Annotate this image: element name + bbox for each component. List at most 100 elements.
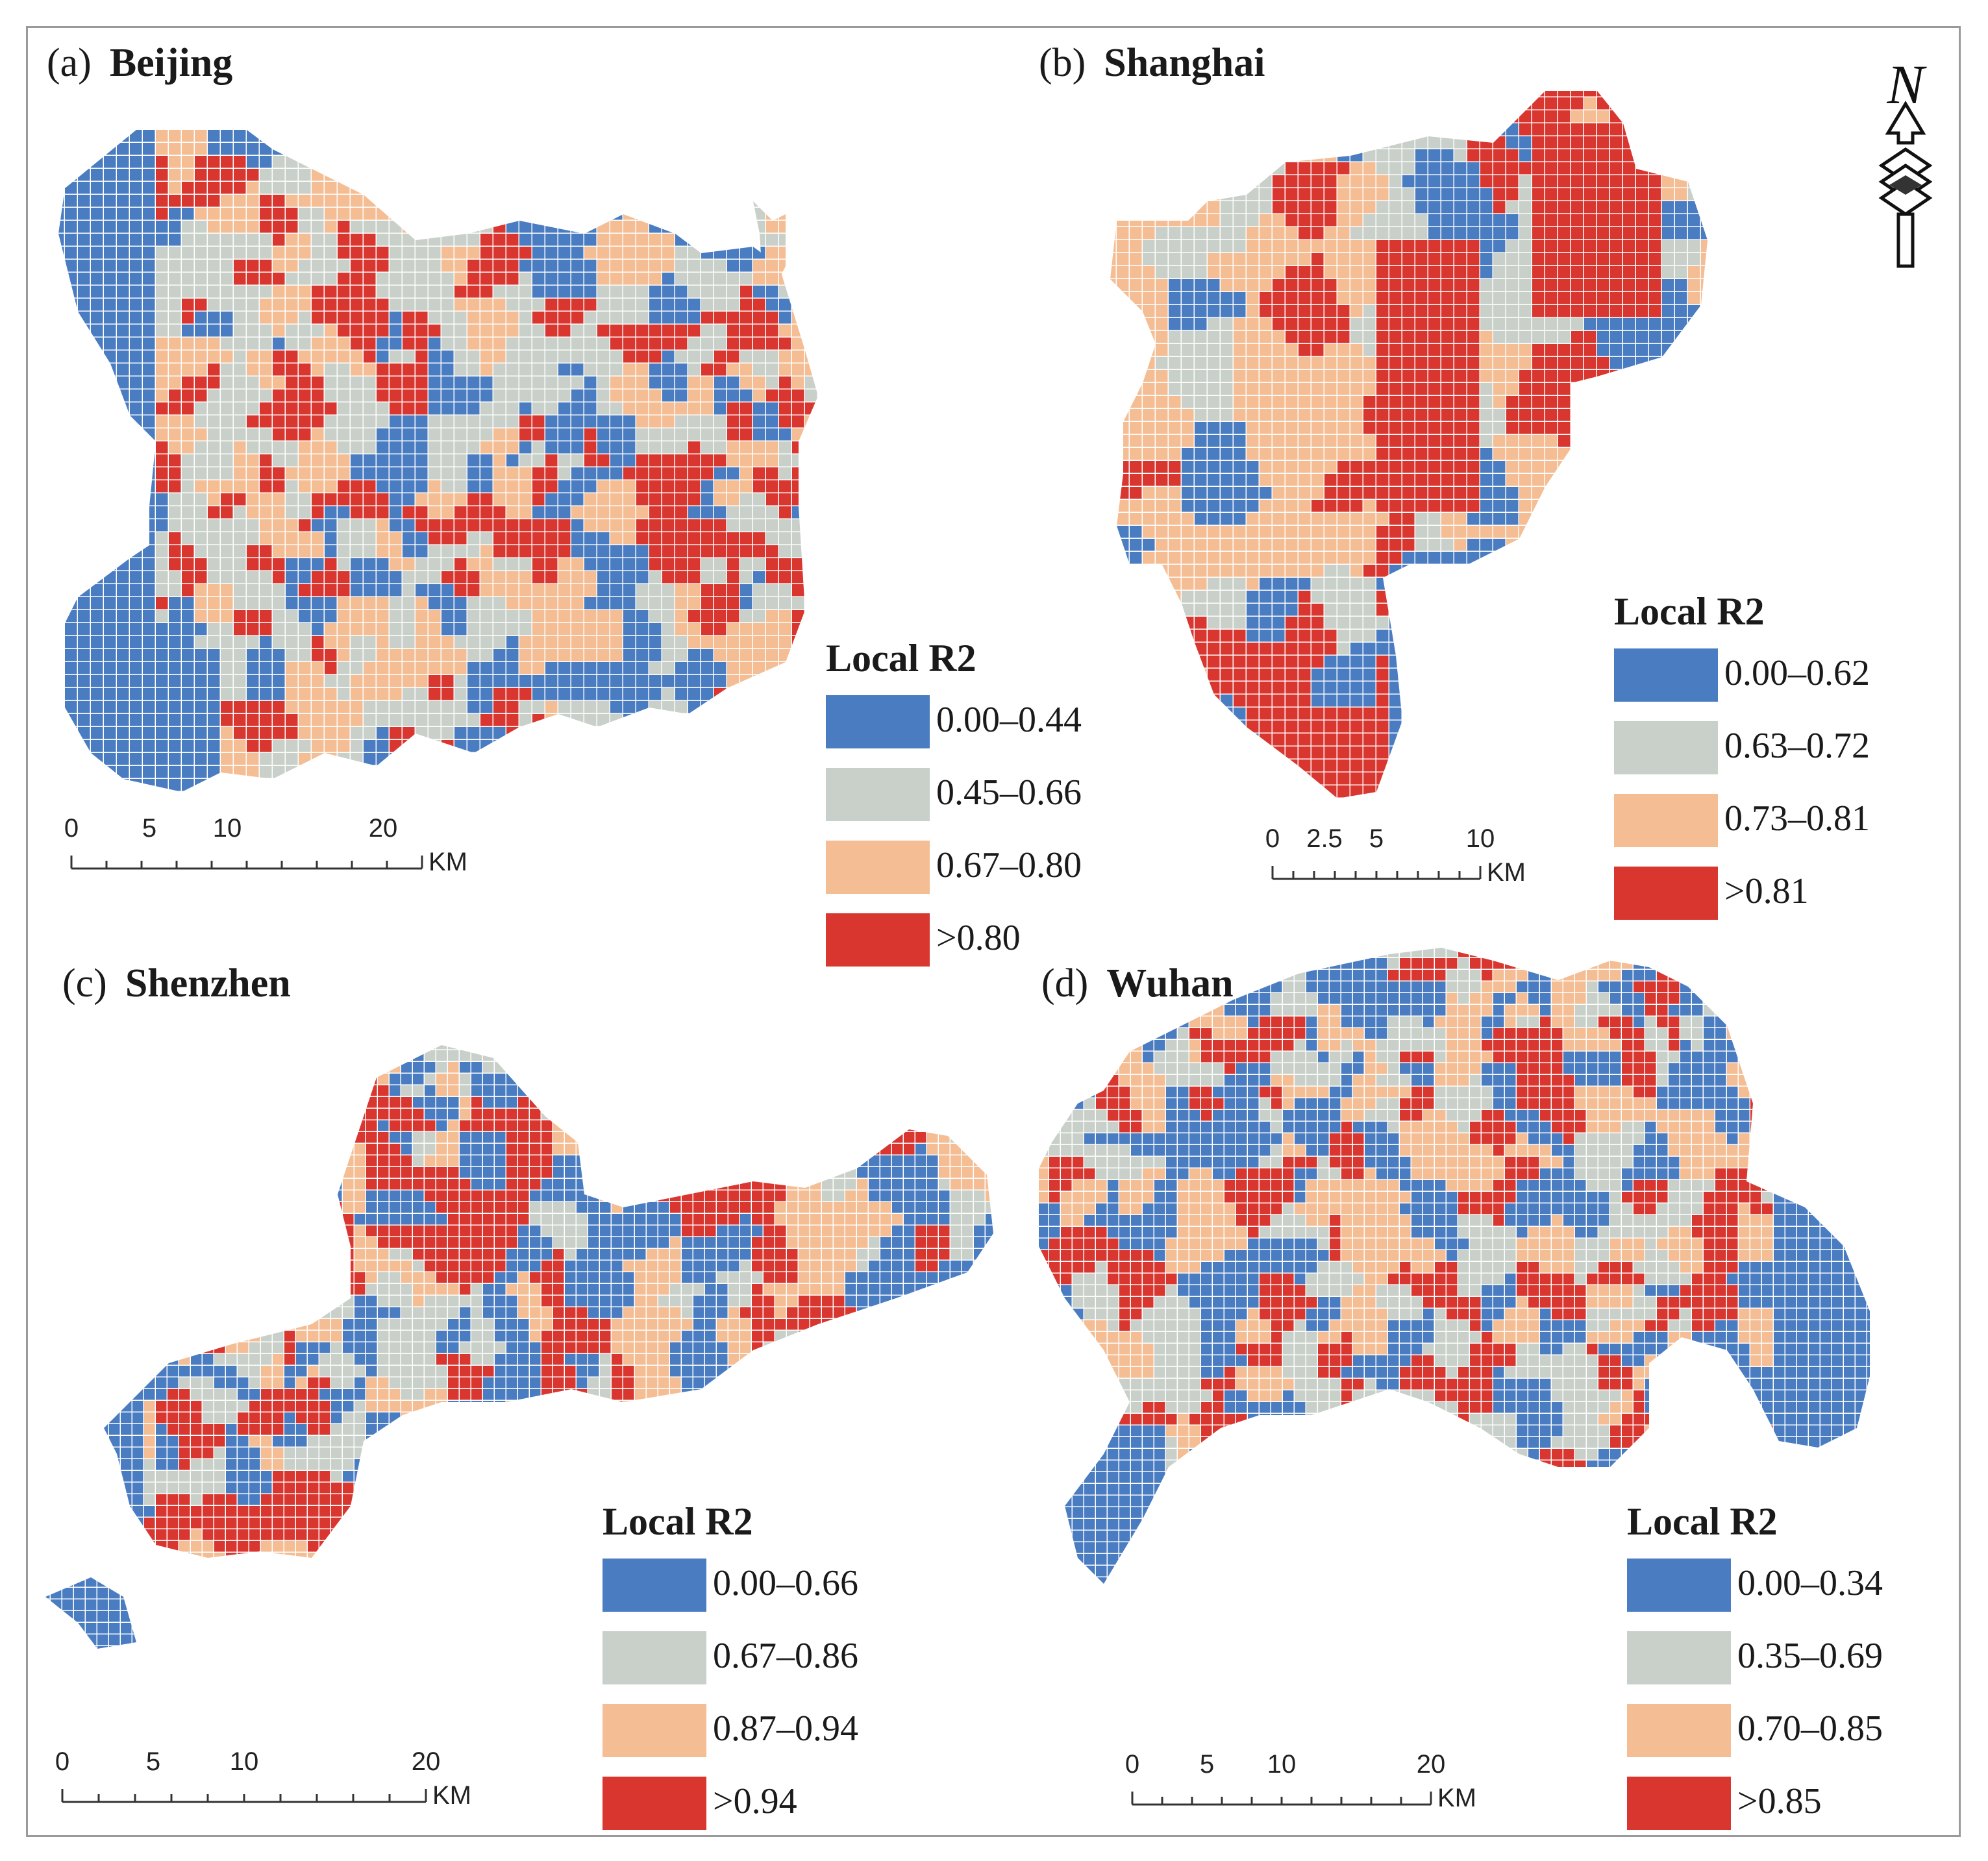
legend-swatch [1614,794,1718,847]
legend-item: 0.00–0.34 [1627,1559,1883,1631]
legend-swatch [1627,1704,1731,1757]
legend-item: 0.70–0.85 [1627,1704,1883,1777]
legend-item: >0.81 [1614,867,1809,939]
scale-tick-label: 0 [64,814,79,843]
legend-label: >0.85 [1737,1781,1822,1821]
legend-swatch [603,1704,706,1757]
legend-swatch [1614,648,1718,702]
legend-title: Local R2 [826,637,976,680]
scale-tick-label: 20 [411,1747,441,1776]
scale-tick-label: 10 [1267,1750,1297,1779]
scale-tick-label: 10 [229,1747,259,1776]
scale-tick-label: 5 [142,814,157,843]
legend-swatch [826,768,930,821]
panel-city: Wuhan [1106,961,1234,1005]
legend-swatch [1627,1777,1731,1830]
r2-cells [1039,948,1870,1584]
legend: Local R2 0.00–0.66 0.67–0.86 0.87–0.94 >… [603,1499,858,1849]
scale-bar-graphic [61,1789,427,1803]
scale-tick-label: 5 [1369,824,1384,853]
legend: Local R2 0.00–0.62 0.63–0.72 0.73–0.81 >… [1614,589,1870,939]
legend-label: >0.81 [1724,871,1809,911]
scale-tick-label: 10 [1465,824,1495,853]
legend-item: 0.00–0.62 [1614,648,1870,721]
legend-label: 0.87–0.94 [713,1708,858,1749]
legend-label: >0.94 [713,1781,797,1821]
panel-title: (c) Shenzhen [62,961,291,1007]
scale-tick-label: 5 [1199,1750,1215,1779]
legend-label: 0.67–0.86 [713,1636,858,1676]
legend-item: 0.73–0.81 [1614,794,1870,867]
legend-item: 0.00–0.66 [603,1559,858,1631]
legend-swatch [1627,1559,1731,1612]
legend-item: >0.94 [603,1777,797,1849]
legend-label: 0.35–0.69 [1737,1636,1883,1676]
legend-item: 0.87–0.94 [603,1704,858,1777]
legend-label: >0.80 [936,918,1021,958]
scale-tick-label: 5 [145,1747,161,1776]
panel-title: (d) Wuhan [1041,961,1234,1007]
panel-title: (b) Shanghai [1039,40,1265,86]
panel-letter: (a) [47,41,92,85]
scale-bar-graphic [70,856,423,870]
legend-title: Local R2 [603,1500,753,1543]
legend-title: Local R2 [1627,1500,1778,1543]
panel-letter: (b) [1039,41,1086,85]
scale-unit: KM [432,1781,471,1810]
panel-letter: (c) [62,961,107,1005]
legend-swatch [603,1777,706,1830]
scale-unit: KM [429,848,467,876]
legend-label: 0.00–0.62 [1724,653,1870,693]
scale-tick-label: 0 [1265,824,1280,853]
scale-tick-label: 20 [1416,1750,1446,1779]
panel-letter: (d) [1041,961,1089,1005]
scale-tick-label: 10 [212,814,242,843]
shanghai-r2-map [1110,91,1708,798]
panel-title: (a) Beijing [47,40,232,86]
legend-label: 0.70–0.85 [1737,1708,1883,1749]
legend-label: 0.00–0.44 [936,700,1082,740]
scale-bar: 0 2.5 5 10 KM [1265,820,1531,892]
figure-frame [26,26,1961,1837]
legend-swatch [826,913,930,967]
legend-item: 0.67–0.86 [603,1631,858,1704]
beijing-r2-map [58,130,817,791]
scale-bar-graphic [1271,866,1482,880]
legend: Local R2 0.00–0.34 0.35–0.69 0.70–0.85 >… [1627,1499,1883,1849]
scale-bar: 0 5 10 20 KM [55,1744,477,1815]
legend-label: 0.45–0.66 [936,772,1082,813]
scale-bar-graphic [1131,1792,1432,1806]
legend-label: 0.00–0.66 [713,1563,858,1603]
scale-bar: 0 5 10 20 KM [64,810,473,881]
legend-swatch [826,695,930,748]
wuhan-r2-map [1039,948,1870,1584]
scale-unit: KM [1487,858,1526,887]
scale-bar: 0 5 10 20 KM [1125,1746,1482,1818]
panel-city: Beijing [109,41,233,85]
north-arrow-icon [1878,101,1933,268]
scale-unit: KM [1437,1784,1476,1812]
legend-item: >0.80 [826,913,1021,986]
legend-item: 0.67–0.80 [826,841,1082,913]
legend-item: 0.35–0.69 [1627,1631,1883,1704]
legend-item: >0.85 [1627,1777,1822,1849]
legend-swatch [1627,1631,1731,1684]
r2-cells [58,130,817,791]
panel-city: Shenzhen [125,961,291,1005]
scale-tick-label: 20 [368,814,398,843]
legend-label: 0.63–0.72 [1724,726,1870,766]
scale-tick-label: 0 [55,1747,70,1776]
legend-label: 0.73–0.81 [1724,798,1870,839]
legend-label: 0.00–0.34 [1737,1563,1883,1603]
legend-item: 0.45–0.66 [826,768,1082,841]
scale-tick-label: 0 [1124,1750,1140,1779]
legend-swatch [603,1631,706,1684]
legend-swatch [1614,721,1718,774]
shenzhen-r2-map [45,1045,993,1649]
legend-swatch [1614,867,1718,920]
legend-title: Local R2 [1614,590,1765,633]
scale-tick-label: 2.5 [1306,824,1343,853]
legend: Local R2 0.00–0.44 0.45–0.66 0.67–0.80 >… [826,636,1082,986]
panel-city: Shanghai [1104,41,1265,85]
legend-swatch [603,1559,706,1612]
